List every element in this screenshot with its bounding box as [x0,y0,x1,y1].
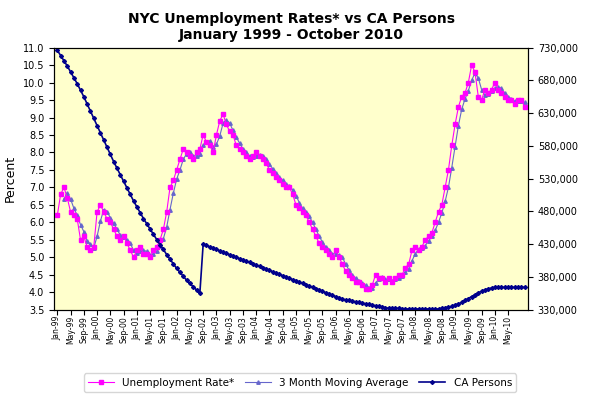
Unemployment Rate* [468,63,475,67]
3 Month Moving Average [468,78,475,83]
CA Persons [279,273,286,278]
CA Persons [299,281,306,286]
Unemployment Rate* [475,94,482,99]
CA Persons [359,301,366,306]
Unemployment Rate* [196,146,203,151]
Unemployment Rate* [54,213,61,218]
CA Persons [472,292,479,297]
Line: CA Persons: CA Persons [56,49,526,310]
3 Month Moving Average [196,151,203,156]
Line: Unemployment Rate*: Unemployment Rate* [56,64,526,291]
Unemployment Rate* [359,283,366,287]
Unemployment Rate* [521,105,528,110]
Unemployment Rate* [299,210,306,214]
3 Month Moving Average [279,178,286,183]
Legend: Unemployment Rate*, 3 Month Moving Average, CA Persons: Unemployment Rate*, 3 Month Moving Avera… [84,374,516,392]
CA Persons [54,48,61,53]
3 Month Moving Average [521,100,528,105]
Line: 3 Month Moving Average: 3 Month Moving Average [62,71,526,289]
CA Persons [349,299,356,304]
3 Month Moving Average [299,206,306,211]
CA Persons [521,285,528,290]
CA Persons [398,306,406,311]
CA Persons [196,291,203,296]
Unemployment Rate* [279,181,286,186]
Y-axis label: Percent: Percent [4,155,17,202]
Title: NYC Unemployment Rates* vs CA Persons
January 1999 - October 2010: NYC Unemployment Rates* vs CA Persons Ja… [128,12,455,42]
Unemployment Rate* [349,276,356,281]
Unemployment Rate* [362,286,369,291]
3 Month Moving Average [349,272,356,277]
3 Month Moving Average [359,281,366,285]
